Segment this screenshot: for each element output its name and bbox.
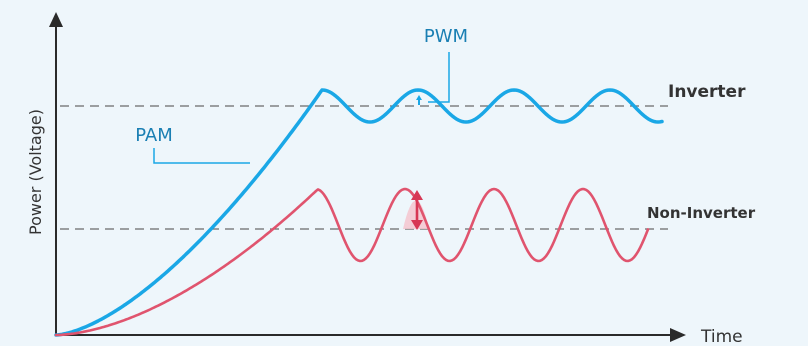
non-inverter-curve <box>54 187 650 337</box>
x-axis-arrowhead <box>670 328 686 342</box>
x-axis-label: Time <box>700 327 743 346</box>
y-axis-arrowhead <box>49 12 63 27</box>
pwm-amplitude-arrowhead <box>416 95 422 100</box>
inverter-label: Inverter <box>668 82 746 102</box>
non-inverter-amplitude-arrowhead-bottom <box>411 220 423 230</box>
pam-callout-leader <box>153 148 250 164</box>
pwm-label: PWM <box>424 26 468 47</box>
non-inverter-amplitude-arrowhead-top <box>411 190 423 200</box>
non-inverter-label: Non-Inverter <box>647 204 756 222</box>
pwm-callout-leader <box>428 52 450 103</box>
y-axis-label: Power (Voltage) <box>26 109 45 235</box>
pam-label: PAM <box>135 125 173 146</box>
inverter-curve <box>54 88 664 337</box>
